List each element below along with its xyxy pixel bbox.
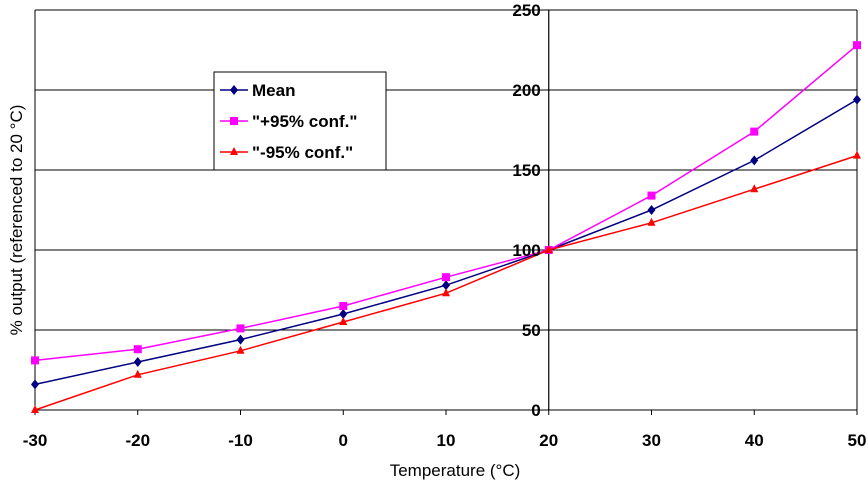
x-tick-label: 40 — [745, 431, 764, 450]
axes — [34, 9, 858, 415]
x-tick-label: 30 — [642, 431, 661, 450]
series-3 — [31, 150, 861, 413]
data-point — [750, 155, 759, 166]
series-line — [34, 98, 858, 386]
x-tick-label: 20 — [539, 431, 558, 450]
legend-entry: Mean — [220, 81, 295, 100]
data-point — [230, 117, 238, 125]
gridlines — [35, 9, 857, 411]
legend-label: Mean — [252, 81, 295, 100]
data-point — [853, 94, 861, 105]
data-point — [339, 302, 348, 310]
data-point — [647, 205, 656, 215]
data-point — [133, 357, 142, 367]
data-point — [339, 317, 348, 325]
x-tick-label: -30 — [23, 431, 48, 450]
x-tick-label: 50 — [848, 431, 867, 450]
data-point — [230, 147, 238, 155]
x-tick-label: 0 — [339, 431, 348, 450]
data-point — [31, 379, 39, 390]
data-point — [750, 127, 759, 136]
tick-labels: -30 -20 -10 0 10 20 30 40 50 0 50 100 150 200 250 — [23, 1, 867, 450]
data-point — [339, 309, 348, 319]
data-point — [133, 345, 142, 354]
data-point — [236, 324, 245, 333]
y-tick-label: 100 — [512, 241, 540, 260]
legend-label: "+95% conf." — [252, 112, 357, 131]
y-tick-label: 200 — [512, 81, 540, 100]
data-point — [442, 273, 450, 282]
x-tick-label: -20 — [125, 431, 150, 450]
x-tick-label: -10 — [228, 431, 253, 450]
legend-entry: "+95% conf." — [220, 112, 357, 131]
data-point — [230, 85, 238, 95]
y-tick-label: 250 — [512, 1, 540, 20]
data-point — [647, 191, 656, 200]
x-tick-label: 10 — [437, 431, 456, 450]
data-point — [750, 184, 759, 193]
y-tick-label: 50 — [522, 321, 541, 340]
series-group — [31, 41, 861, 413]
data-point — [236, 345, 245, 354]
legend-label: "-95% conf." — [252, 143, 353, 162]
legend-entry: "-95% conf." — [220, 143, 353, 162]
series-1 — [31, 94, 861, 390]
data-point — [31, 356, 39, 365]
data-point — [647, 217, 656, 226]
y-tick-label: 150 — [512, 161, 540, 180]
data-point — [853, 41, 861, 50]
y-axis-title: % output (referenced to 20 °C) — [7, 105, 26, 336]
data-point — [853, 150, 861, 159]
y-tick-label: 0 — [531, 401, 540, 420]
data-point — [442, 280, 450, 291]
cropped-title-fragment — [0, 0, 420, 7]
data-point — [133, 369, 142, 378]
legend: Mean "+95% conf." "-95% conf." — [213, 71, 387, 171]
data-point — [236, 334, 245, 345]
data-point — [442, 288, 450, 297]
x-axis-title: Temperature (°C) — [390, 461, 521, 480]
series-line — [34, 44, 858, 362]
data-point — [31, 405, 39, 413]
data-point — [544, 245, 553, 253]
